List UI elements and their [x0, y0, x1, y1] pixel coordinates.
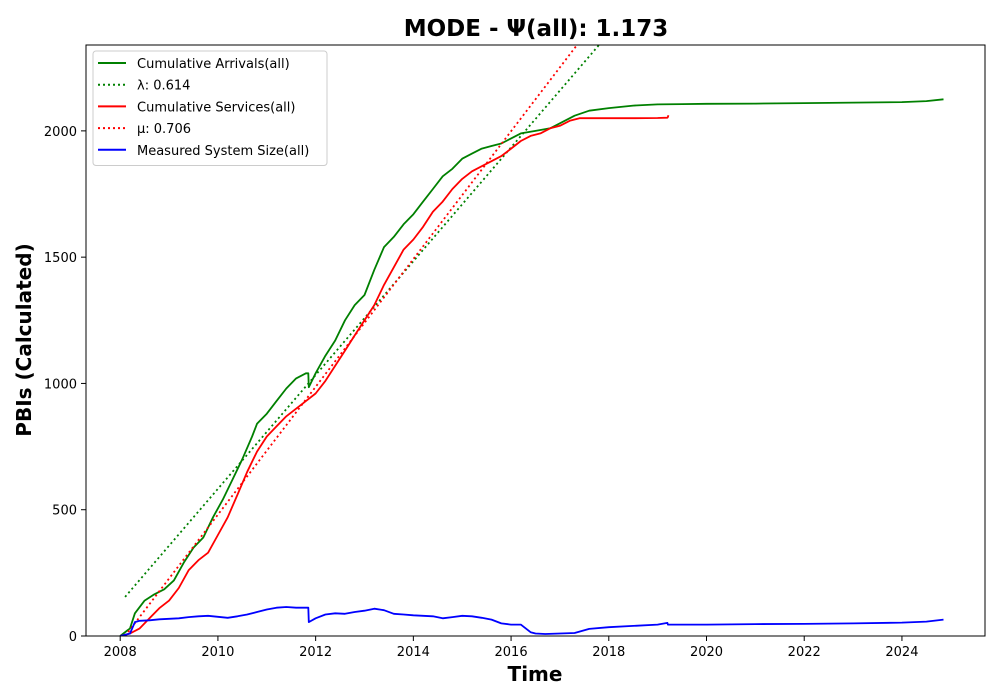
x-tick-label: 2018: [592, 645, 625, 660]
series-line-4: [124, 45, 578, 636]
x-axis-title: Time: [508, 662, 563, 686]
x-tick-label: 2024: [885, 645, 918, 660]
legend-label: λ: 0.614: [137, 79, 190, 94]
series-line-5: [119, 606, 944, 636]
y-tick-label: 1000: [44, 377, 77, 392]
legend-label: Measured System Size(all): [137, 144, 309, 159]
x-axis: 2008 2010 2012 2014 2016 2018 2020 2022 2024: [104, 636, 918, 660]
y-tick-label: 0: [69, 630, 77, 645]
legend-label: Cumulative Arrivals(all): [137, 57, 290, 72]
x-tick-label: 2022: [788, 645, 821, 660]
plot-area: [119, 45, 944, 636]
series-line-3: [119, 114, 670, 636]
y-tick-label: 1500: [44, 251, 77, 266]
y-tick-label: 2000: [44, 125, 77, 140]
x-tick-label: 2020: [690, 645, 723, 660]
x-tick-label: 2012: [299, 645, 332, 660]
x-tick-label: 2014: [397, 645, 430, 660]
legend-box: [92, 50, 328, 166]
y-axis-title: PBIs (Calculated): [12, 243, 36, 436]
plot-frame: [85, 44, 986, 637]
series-line-2: [124, 45, 600, 598]
chart-legend: Cumulative Arrivals(all) λ: 0.614 Cumulati…: [92, 50, 328, 166]
y-axis: 0 500 1000 1500 2000: [44, 125, 86, 645]
legend-label: μ: 0.706: [137, 122, 191, 137]
x-tick-label: 2008: [104, 645, 137, 660]
y-tick-label: 500: [52, 504, 77, 519]
x-tick-label: 2010: [201, 645, 234, 660]
x-tick-label: 2016: [495, 645, 528, 660]
legend-label: Cumulative Services(all): [137, 100, 295, 115]
series-line-1: [119, 98, 944, 636]
chart-title: MODE - Ψ(all): 1.173: [404, 16, 669, 42]
